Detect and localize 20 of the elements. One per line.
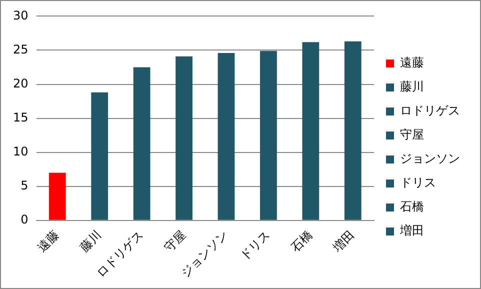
y-tick-label: 20 (12, 76, 28, 90)
legend-label: 石橋 (400, 200, 424, 214)
y-tick-label: 30 (12, 8, 28, 22)
x-tick-label: 石橋 (288, 228, 316, 255)
legend-label: 遠藤 (400, 56, 424, 70)
legend-label: ジョンソン (400, 152, 460, 166)
y-tick-label: 5 (20, 178, 28, 192)
y-tick-label: 25 (12, 42, 28, 56)
legend-label: 藤川 (400, 80, 424, 94)
x-tick-label: 藤川 (77, 228, 104, 255)
x-tick-label: ドリス (237, 228, 273, 264)
x-tick-label: 増田 (330, 228, 358, 256)
legend-label: ドリス (400, 176, 436, 190)
legend-label: 守屋 (400, 128, 424, 142)
x-tick-label: 守屋 (161, 228, 188, 255)
x-tick-label: 遠藤 (34, 228, 62, 255)
y-tick-label: 0 (20, 212, 28, 227)
legend-label: ロドリゲス (400, 104, 460, 118)
y-tick-label: 10 (12, 144, 28, 158)
y-tick-label: 15 (12, 110, 28, 124)
